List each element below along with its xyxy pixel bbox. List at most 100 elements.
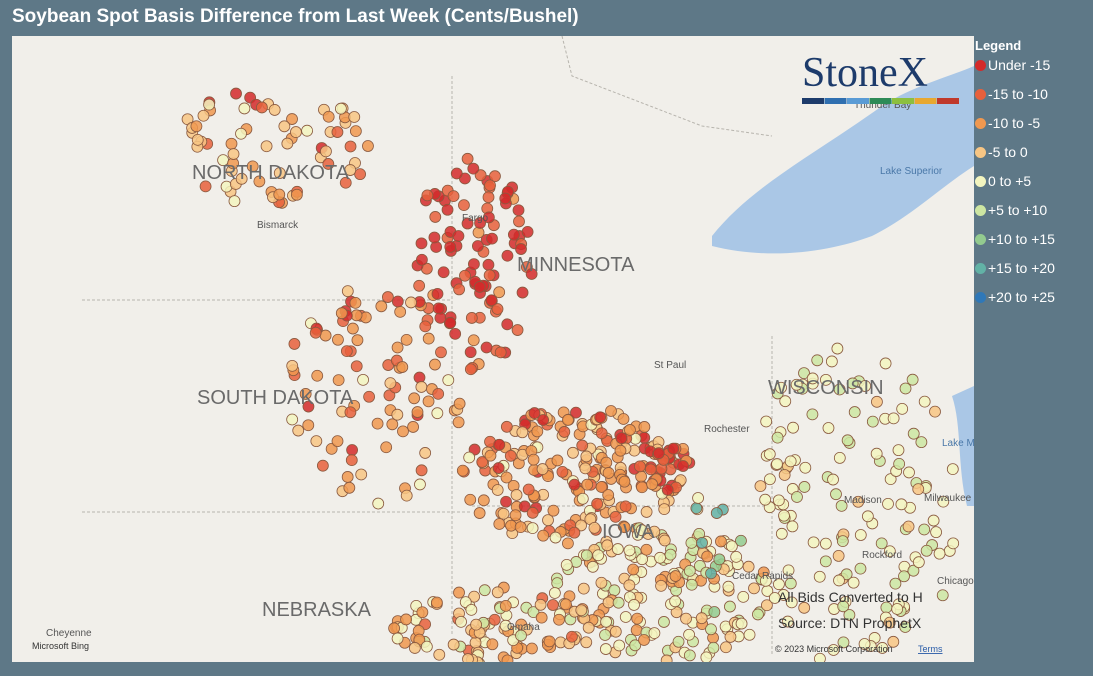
state-label: NEBRASKA	[262, 599, 372, 621]
dot	[500, 420, 513, 433]
place-label: Thunder Bay	[854, 100, 911, 111]
dot	[332, 374, 345, 387]
dot	[683, 564, 696, 577]
dot	[715, 535, 727, 548]
dot	[927, 514, 940, 527]
dot	[912, 556, 925, 569]
dot	[391, 632, 404, 645]
dot	[537, 414, 550, 426]
dot	[690, 502, 703, 515]
dot	[883, 545, 896, 558]
dot	[833, 383, 846, 396]
dot	[830, 488, 842, 501]
dot	[489, 170, 501, 183]
state-label: WISCONSIN	[768, 377, 884, 399]
dot	[705, 623, 717, 636]
dot	[720, 641, 732, 654]
logo-bar	[914, 98, 937, 104]
dot	[415, 237, 428, 250]
dot	[638, 421, 651, 433]
dot	[444, 241, 457, 253]
note: Source: DTN ProphetX	[778, 615, 922, 631]
dot	[422, 332, 435, 345]
dot	[499, 192, 512, 205]
dot	[898, 570, 910, 583]
dot	[893, 457, 906, 470]
dot	[372, 497, 385, 510]
dot	[501, 249, 514, 262]
dot	[725, 540, 738, 553]
dot	[876, 642, 889, 654]
dot	[354, 168, 366, 181]
legend-item: +10 to +15	[975, 231, 1055, 260]
dot	[515, 629, 527, 642]
dot	[421, 189, 434, 202]
dot	[680, 612, 692, 625]
dot	[735, 617, 748, 630]
dot	[560, 598, 572, 611]
dot	[937, 495, 950, 508]
dot	[560, 558, 573, 571]
dot	[575, 604, 588, 617]
dot	[915, 436, 928, 449]
dot	[256, 101, 268, 114]
dot	[640, 506, 653, 518]
dot	[391, 341, 404, 354]
dot	[730, 550, 743, 563]
dot	[613, 639, 626, 652]
dot	[634, 460, 646, 473]
dot	[752, 608, 764, 621]
dot	[400, 489, 413, 502]
dot	[773, 578, 785, 591]
dot	[701, 550, 714, 563]
dot	[567, 446, 579, 459]
dot	[768, 592, 781, 604]
dot	[512, 204, 525, 217]
dot	[870, 447, 883, 460]
dot	[430, 596, 443, 609]
dot	[581, 478, 594, 491]
dot	[907, 564, 920, 577]
dot	[586, 560, 599, 573]
terms-link[interactable]: Terms	[918, 644, 943, 654]
legend-swatch	[975, 176, 986, 187]
dot	[493, 438, 506, 451]
dot	[635, 524, 648, 537]
place-label: Rockford	[862, 550, 902, 561]
dot	[518, 500, 531, 513]
dot	[895, 498, 908, 511]
dot	[594, 411, 607, 424]
dot	[918, 395, 931, 408]
dot	[419, 320, 432, 333]
dot	[605, 405, 617, 417]
dot	[286, 413, 299, 426]
dot	[302, 400, 315, 413]
dot	[500, 495, 512, 508]
dot	[420, 640, 433, 653]
dot	[332, 333, 344, 346]
dot	[891, 603, 904, 615]
dot	[658, 534, 671, 547]
place-label: Madison	[844, 495, 882, 506]
dot	[677, 460, 689, 472]
dot	[724, 631, 737, 643]
dot	[907, 427, 920, 440]
dot	[707, 641, 720, 654]
dot	[391, 408, 404, 421]
dot	[339, 176, 352, 189]
dot	[933, 547, 946, 560]
dot	[355, 468, 368, 481]
dot	[380, 441, 393, 454]
dot	[859, 380, 872, 392]
dot	[658, 503, 671, 516]
dot	[449, 327, 462, 340]
dot	[771, 458, 783, 470]
dot	[887, 635, 900, 648]
dot	[624, 424, 636, 436]
dot	[493, 286, 506, 299]
dot	[499, 619, 512, 632]
map: NORTH DAKOTA MINNESOTA SOUTH DAKOTA WISCONS…	[12, 36, 974, 662]
dot	[415, 381, 428, 393]
dot	[441, 203, 454, 216]
dot	[648, 627, 661, 640]
